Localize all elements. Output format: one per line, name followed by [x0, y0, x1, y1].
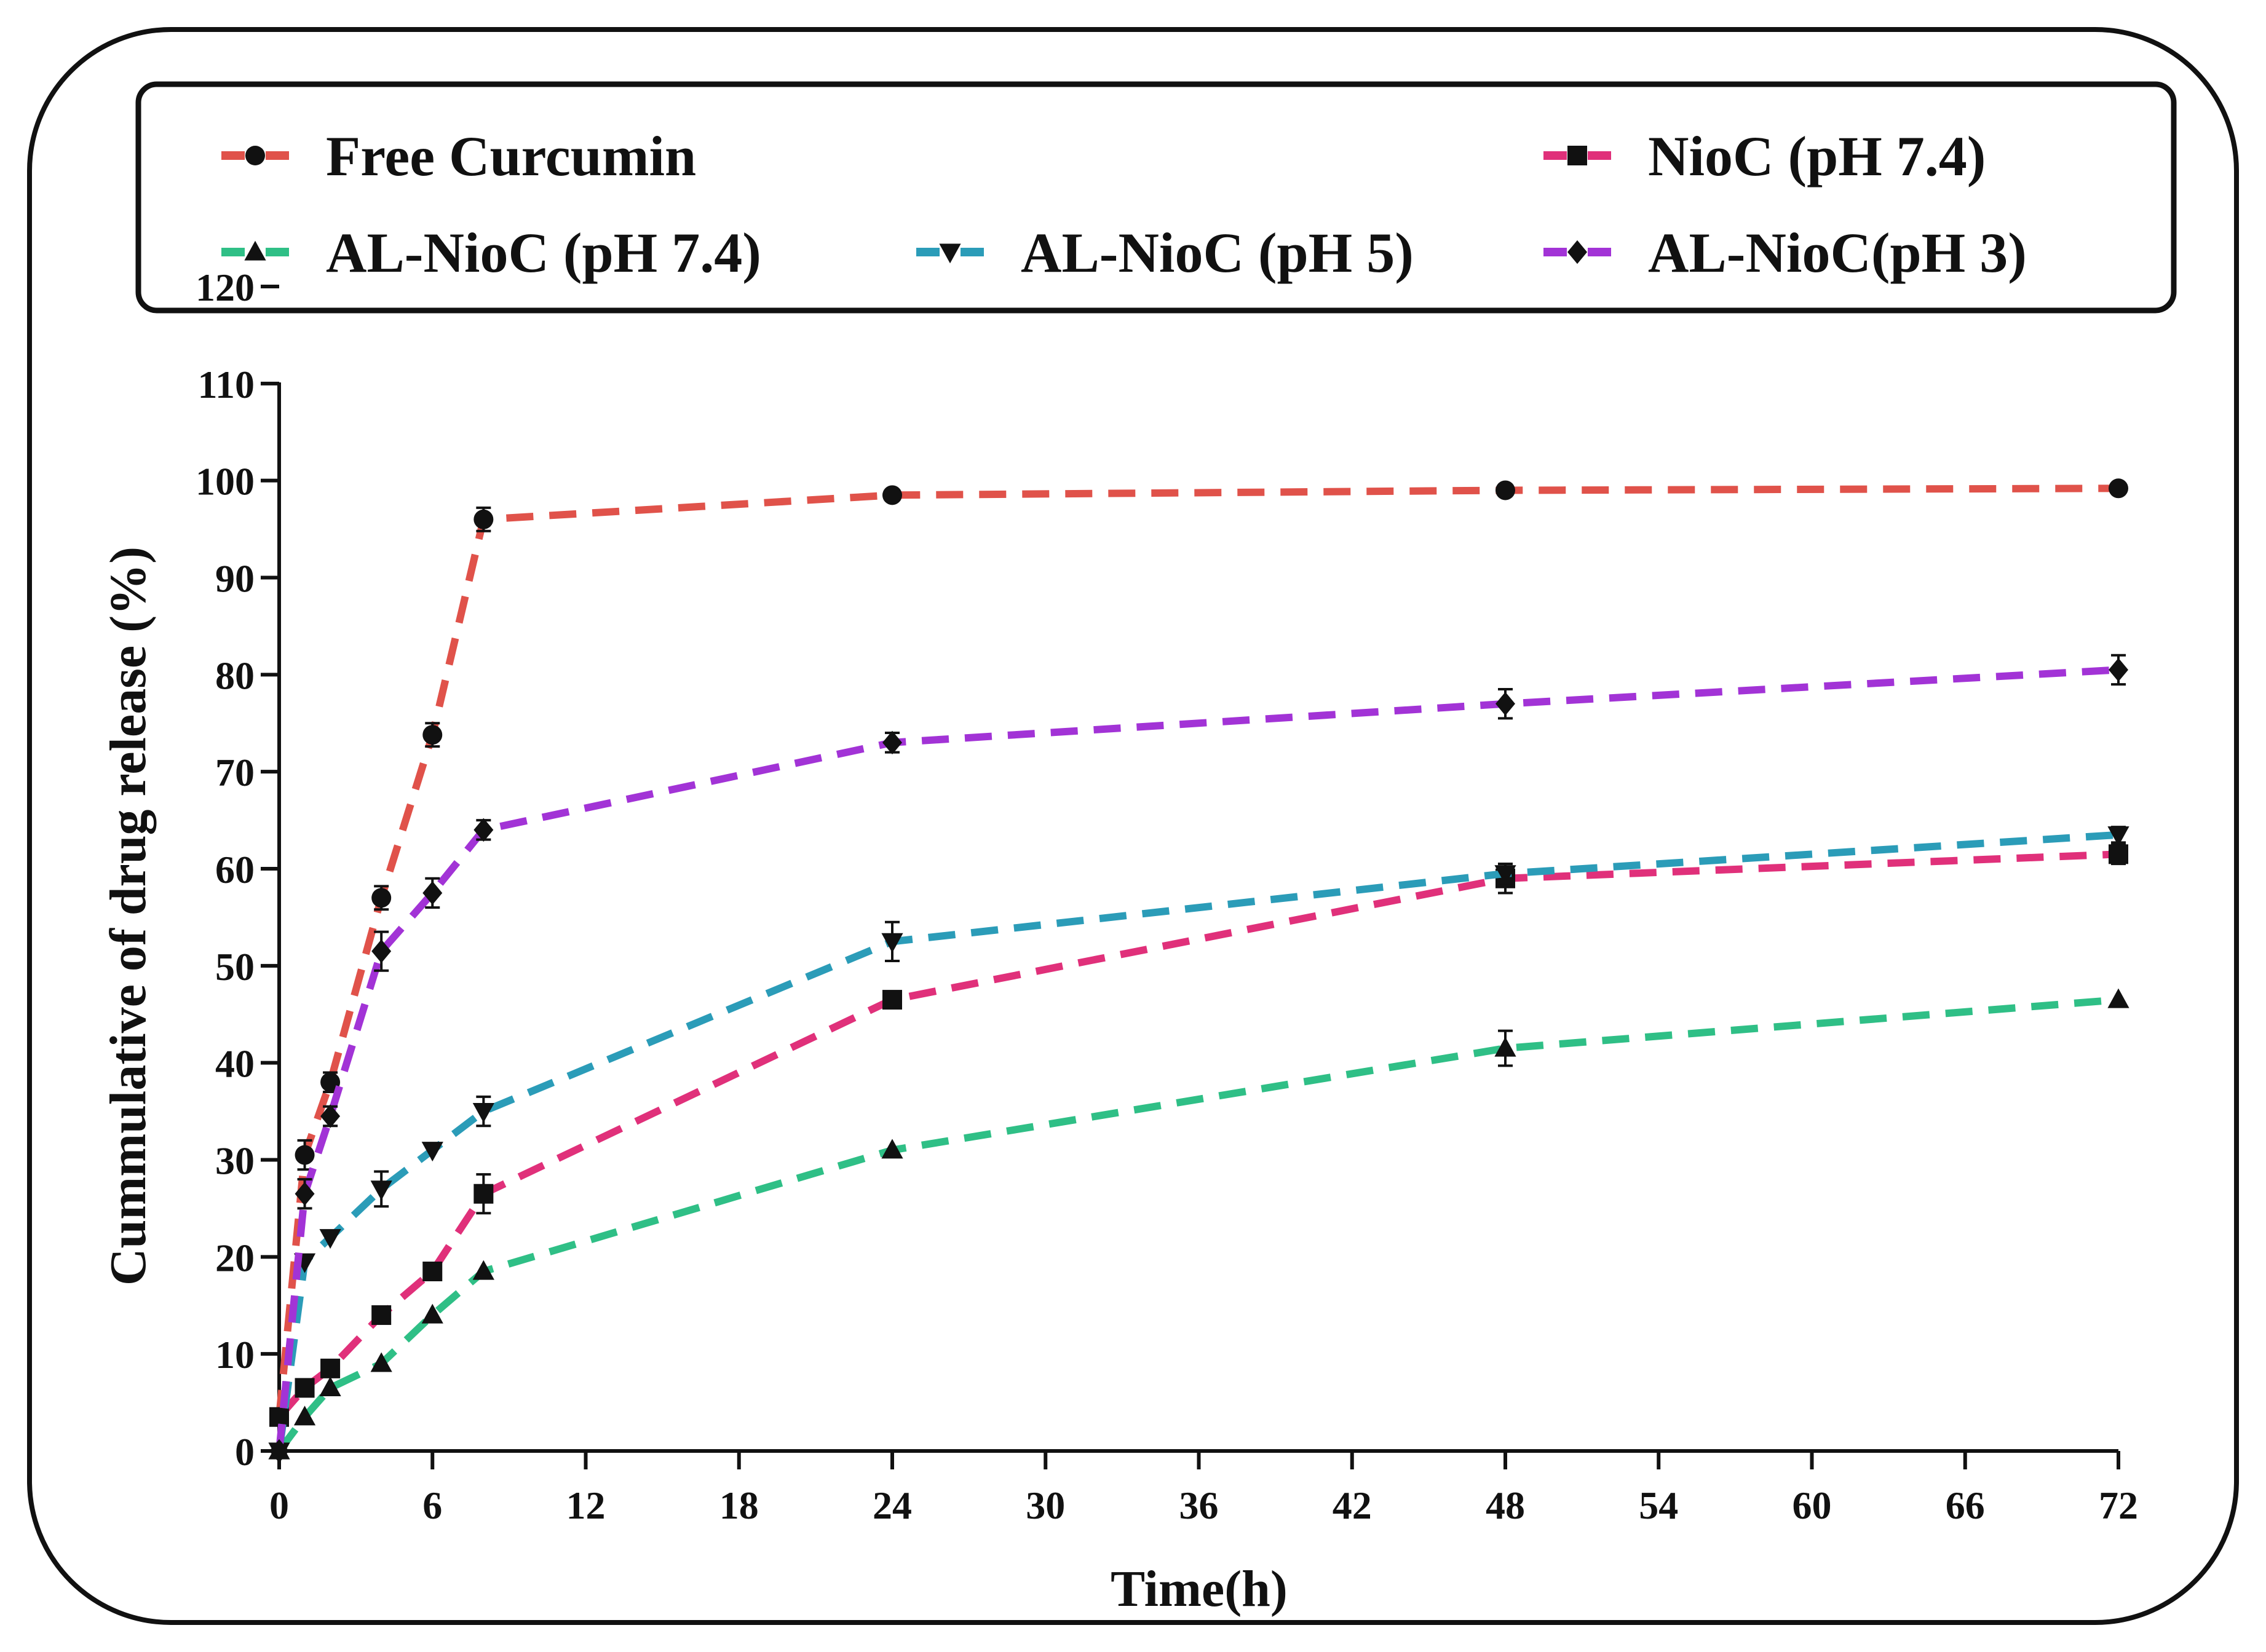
legend-marker — [244, 240, 266, 261]
data-point — [2109, 658, 2128, 682]
series-2 — [269, 843, 2128, 1427]
data-point — [1494, 865, 1516, 885]
x-tick-label: 72 — [2099, 1484, 2138, 1527]
x-axis-label: Time(h) — [1111, 1560, 1288, 1618]
data-point — [882, 485, 902, 505]
data-point — [2107, 988, 2129, 1008]
y-tick-label: 80 — [215, 654, 255, 697]
data-point — [472, 1102, 494, 1123]
x-tick-label: 36 — [1179, 1484, 1219, 1527]
y-tick-label: 50 — [215, 945, 255, 989]
y-tick-label: 10 — [215, 1333, 255, 1377]
x-tick-label: 66 — [1946, 1484, 1985, 1527]
legend-entry-4: AL-NioC (pH 5) — [916, 221, 1414, 284]
data-point — [421, 1142, 443, 1162]
series-4 — [268, 826, 2129, 1463]
legend-entry-3: AL-NioC (pH 7.4) — [221, 221, 761, 284]
x-tick-label: 18 — [719, 1484, 759, 1527]
data-series — [268, 478, 2129, 1463]
data-point — [422, 881, 443, 905]
data-point — [881, 933, 903, 953]
y-tick-label: 20 — [215, 1236, 255, 1279]
data-point — [371, 1305, 392, 1326]
legend-label: Free Curcumin — [326, 125, 696, 188]
data-point — [295, 1182, 315, 1206]
data-point — [269, 1407, 289, 1427]
data-point — [473, 509, 494, 529]
y-tick-label: 30 — [215, 1139, 255, 1183]
data-point — [320, 1072, 341, 1093]
data-point — [293, 1405, 316, 1426]
legend-marker — [1567, 146, 1587, 165]
data-point — [371, 939, 392, 963]
data-point — [269, 1439, 289, 1463]
y-tick-label: 110 — [198, 363, 255, 406]
plot-area: 0 10 20 30 40 50 60 70 80 90 100 110 120 0 6 12 18 24 30 3… — [196, 266, 2138, 1527]
x-tick-label: 48 — [1486, 1484, 1525, 1527]
data-point — [2107, 826, 2129, 847]
data-point — [371, 888, 392, 908]
data-point — [295, 1378, 315, 1398]
data-point — [473, 1184, 494, 1204]
y-tick-label: 60 — [215, 848, 255, 891]
x-tick-label: 30 — [1026, 1484, 1065, 1527]
x-tick-label: 12 — [566, 1484, 606, 1527]
outer-frame — [27, 27, 2239, 1625]
y-tick-label: 120 — [196, 266, 255, 309]
x-tick-label: 0 — [269, 1484, 289, 1527]
data-point — [320, 1104, 341, 1128]
y-tick-label: 90 — [215, 557, 255, 601]
data-point — [319, 1229, 341, 1249]
x-tick-label: 60 — [1793, 1484, 1832, 1527]
data-point — [882, 990, 902, 1010]
data-point — [370, 1352, 392, 1372]
y-tick-label: 0 — [235, 1430, 255, 1474]
data-point — [1495, 692, 1515, 716]
data-point — [2109, 478, 2128, 499]
data-point — [882, 730, 902, 755]
data-point — [422, 725, 443, 745]
y-tick-label: 70 — [215, 751, 255, 794]
legend-entry-1: Free Curcumin — [221, 125, 696, 188]
data-point — [295, 1145, 315, 1165]
data-point — [881, 1139, 903, 1159]
x-axis-ticks: 0 6 12 18 24 30 36 42 48 54 60 66 72 — [269, 1451, 2138, 1527]
legend-entry-2: NioC (pH 7.4) — [1543, 125, 1986, 188]
y-tick-label: 100 — [196, 460, 255, 504]
data-point — [473, 818, 494, 842]
legend-label: AL-NioC (pH 5) — [1021, 221, 1414, 284]
legend-marker — [939, 243, 961, 264]
data-point — [422, 1262, 443, 1282]
data-point — [1494, 1037, 1516, 1057]
x-tick-label: 24 — [873, 1484, 912, 1527]
data-point — [2109, 844, 2128, 864]
legend-marker — [245, 146, 265, 165]
data-point — [370, 1180, 392, 1201]
x-tick-label: 6 — [422, 1484, 442, 1527]
x-tick-label: 54 — [1639, 1484, 1678, 1527]
series-line — [276, 996, 2119, 1453]
y-axis-ticks: 0 10 20 30 40 50 60 70 80 90 100 110 120 — [196, 266, 279, 1474]
data-point — [472, 1260, 494, 1280]
legend: Free Curcumin NioC (pH 7.4) AL-NioC (pH 7.… — [135, 81, 2177, 314]
data-point — [421, 1303, 443, 1324]
data-point — [1495, 480, 1515, 500]
series-5 — [269, 654, 2128, 1463]
legend-marker — [1567, 240, 1587, 264]
data-point — [319, 1377, 341, 1397]
legend-entry-5: AL-NioC(pH 3) — [1543, 221, 2027, 284]
x-tick-label: 42 — [1333, 1484, 1372, 1527]
legend-label: AL-NioC(pH 3) — [1648, 221, 2027, 284]
legend-label: NioC (pH 7.4) — [1648, 125, 1986, 188]
legend-label: AL-NioC (pH 7.4) — [326, 221, 761, 284]
y-axis-label: Cummulative of drug release (%) — [100, 547, 157, 1286]
y-tick-label: 40 — [215, 1042, 255, 1086]
legend-box — [135, 81, 2177, 314]
data-point — [320, 1358, 341, 1378]
